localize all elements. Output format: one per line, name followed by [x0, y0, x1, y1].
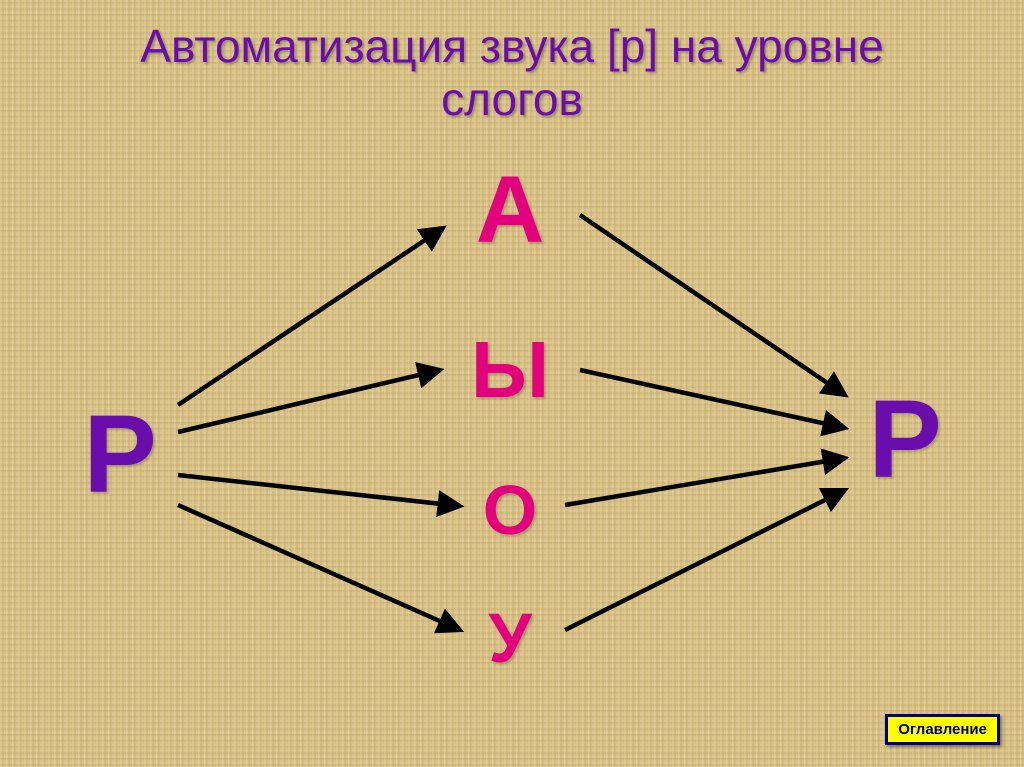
slide-title: Автоматизация звука [р] на уровне слогов	[0, 20, 1024, 126]
arrow	[565, 458, 845, 505]
arrow	[580, 215, 845, 395]
slide: Автоматизация звука [р] на уровне слогов…	[0, 0, 1024, 767]
arrow	[178, 505, 460, 630]
node-left: Р	[83, 400, 156, 510]
node-vowel-2: Ы	[471, 330, 549, 410]
node-vowel-1: А	[476, 163, 545, 258]
arrow	[565, 490, 845, 630]
toc-button[interactable]: Оглавление	[885, 714, 1000, 745]
arrow	[178, 370, 440, 432]
node-right: Р	[868, 385, 941, 495]
arrow	[178, 228, 443, 405]
arrow-group	[178, 215, 845, 630]
node-vowel-4: У	[488, 603, 532, 673]
arrow	[580, 370, 845, 428]
arrow	[178, 475, 460, 506]
node-vowel-3: О	[483, 475, 537, 545]
